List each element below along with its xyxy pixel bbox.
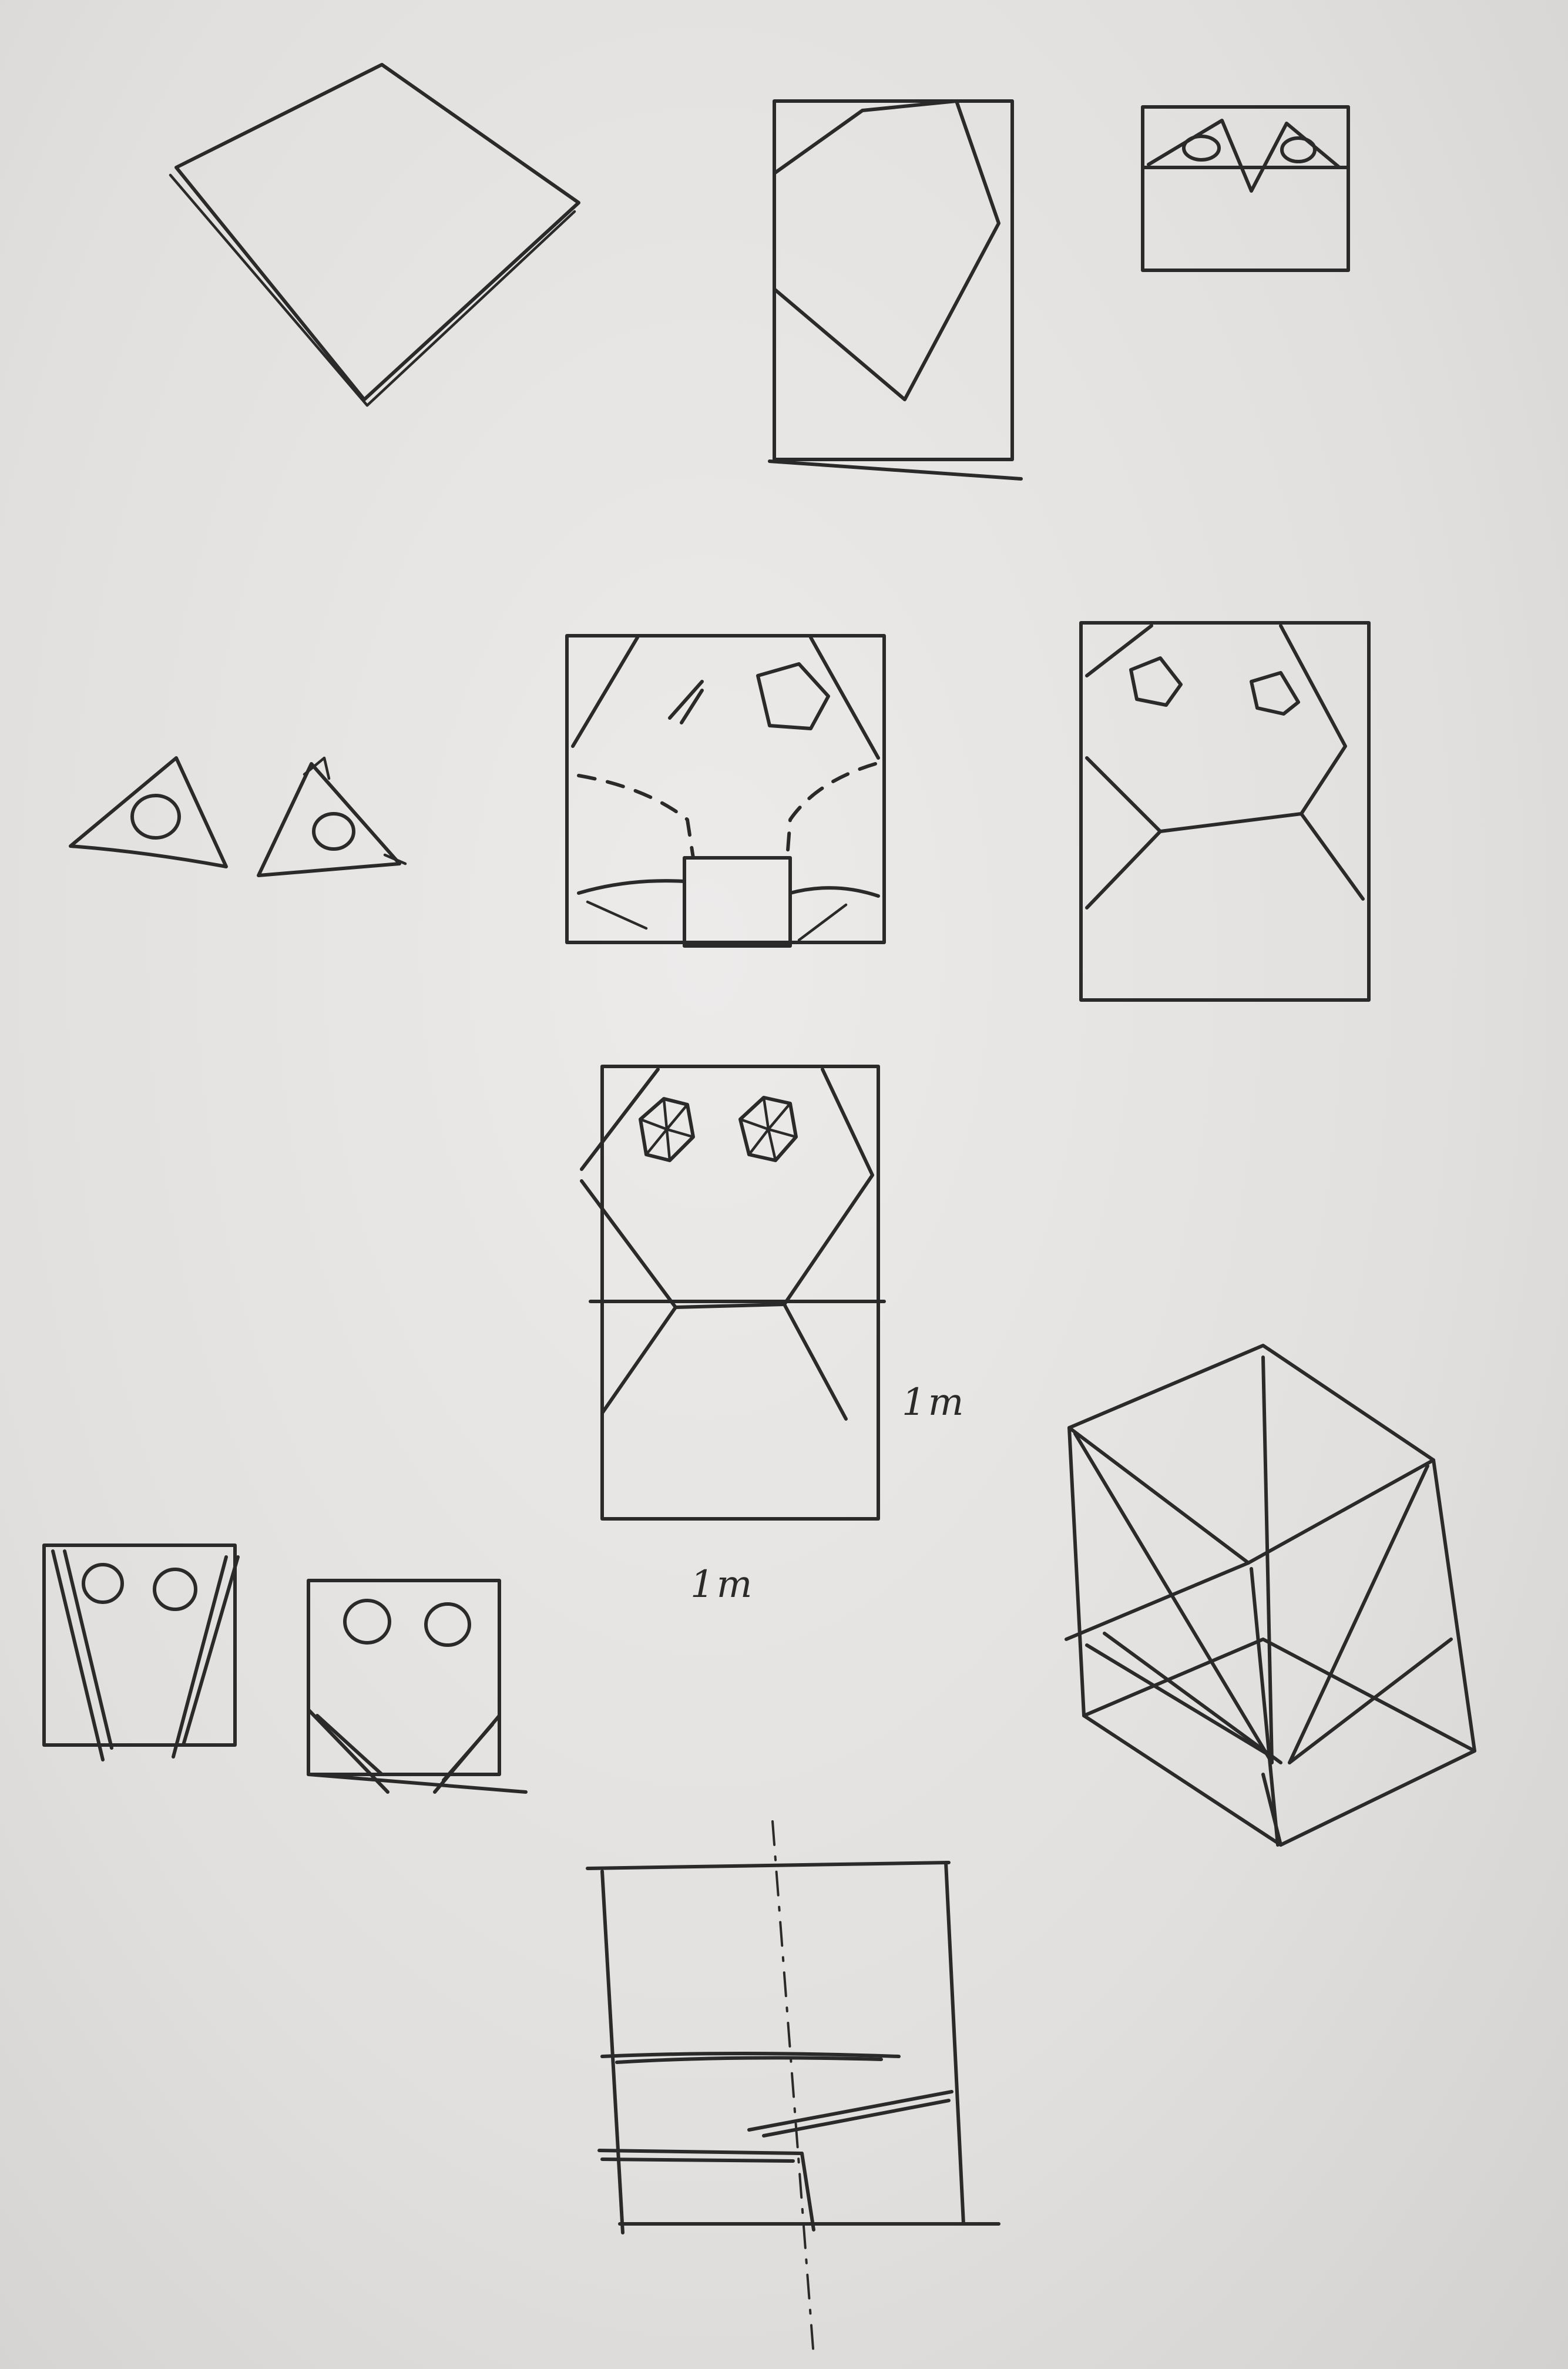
sketch-hex-eye-box [1079, 621, 1371, 1002]
sketch-square-with-diamond [768, 99, 1023, 481]
sketch-3d-cube [1065, 1344, 1476, 1847]
sketch-eyes-flaps [307, 1579, 528, 1794]
sketch-main-box [580, 1065, 886, 1521]
width-label: 1m [690, 1563, 755, 1606]
sketch-triangles [69, 756, 407, 877]
sketch-eyes-slits [42, 1543, 240, 1761]
sketch-section [586, 1820, 1000, 2357]
sketch-small-box-eyes [1141, 105, 1350, 272]
sketch-diamond [169, 63, 580, 407]
sketch-face-box [565, 634, 886, 948]
height-label: 1m [902, 1381, 966, 1424]
